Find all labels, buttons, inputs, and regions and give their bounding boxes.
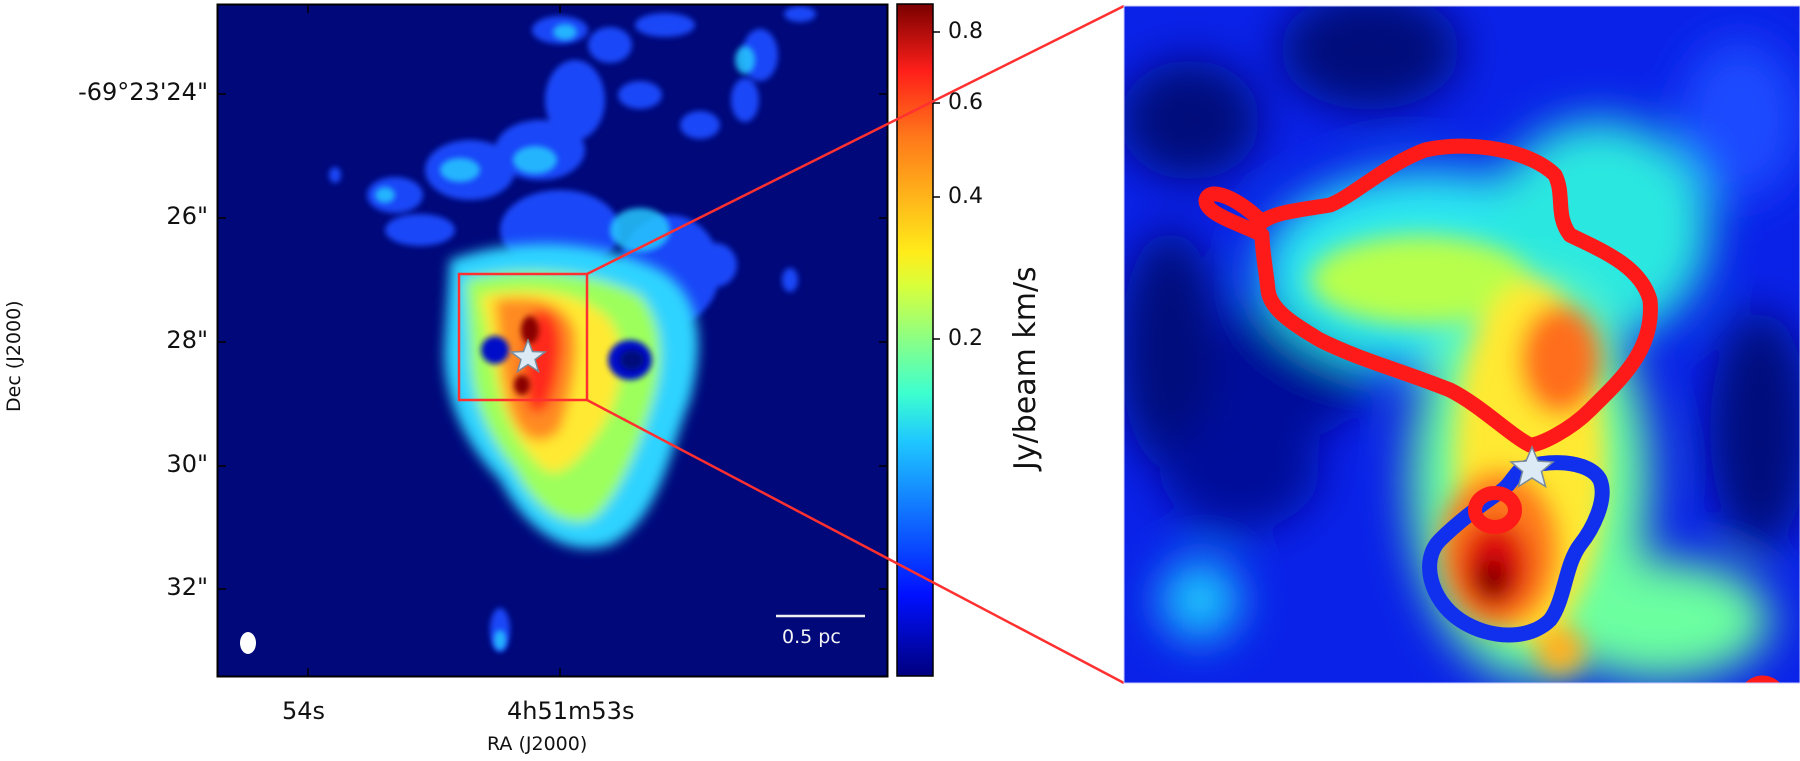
zoom-connectors [586, 4, 1125, 685]
scale-bar-label: 0.5 pc [782, 626, 841, 648]
colorbar-label: Jy/beam km/s [1008, 266, 1043, 470]
emission-layer [329, 6, 816, 652]
x-tick-label: 4h51m53s [507, 697, 635, 725]
beam-ellipse [240, 632, 256, 654]
y-axis-label: Dec (J2000) [3, 300, 25, 412]
left-map [216, 3, 889, 678]
x-axis-label: RA (J2000) [487, 733, 588, 755]
zoom-box [457, 272, 589, 402]
y-tick-label: 28" [166, 326, 208, 354]
colorbar-tick-label: 0.8 [948, 19, 983, 44]
red-contour-edge [1745, 675, 1780, 683]
colorbar-tick-label: 0.6 [948, 90, 983, 115]
colorbar-ticks [933, 31, 940, 340]
zoom-panel [1123, 5, 1800, 684]
star-marker-right [1509, 445, 1555, 489]
y-tick-label: 30" [166, 450, 208, 478]
x-tick-label: 54s [282, 697, 326, 725]
colorbar-tick-label: 0.2 [948, 326, 983, 351]
red-contour-small [1468, 486, 1522, 534]
left-map-frame [216, 3, 889, 678]
star-marker-left [508, 337, 548, 374]
red-contour-large [1198, 138, 1658, 453]
colorbar-tick-label: 0.4 [948, 184, 983, 209]
y-ticks [218, 5, 887, 676]
y-tick-label: -69°23'24" [78, 78, 208, 106]
y-tick-label: 32" [166, 573, 208, 601]
y-tick-label: 26" [166, 202, 208, 230]
